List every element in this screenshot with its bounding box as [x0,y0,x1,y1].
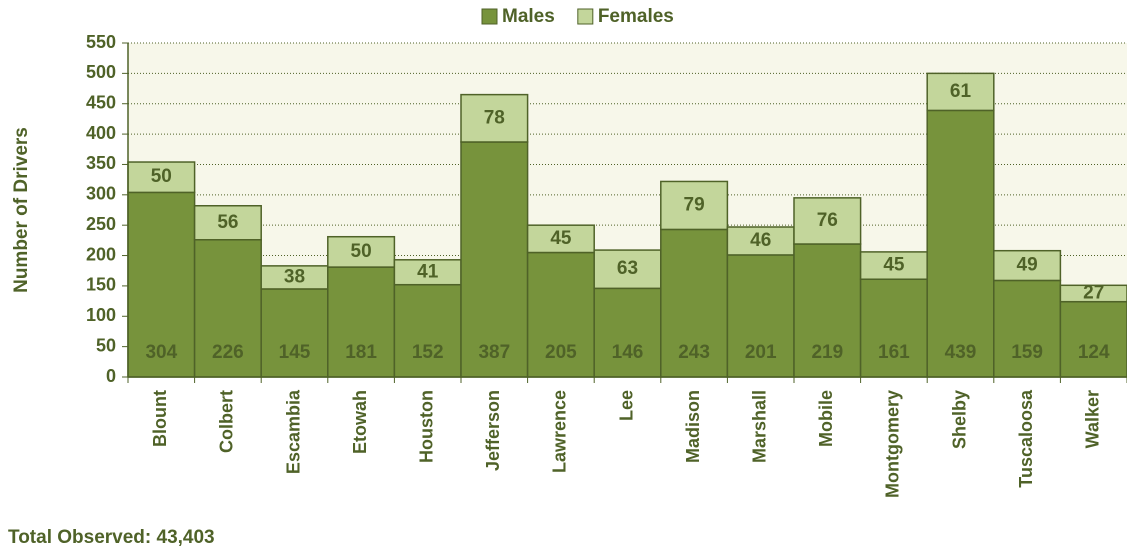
data-label: 38 [284,266,305,287]
x-tick-label: Blount [150,390,170,447]
data-label: 45 [883,255,905,276]
bar-segment [926,109,995,378]
legend-label: Females [598,6,674,27]
data-label: 439 [945,342,977,363]
bar-segment [793,243,862,378]
data-label: 219 [811,342,843,363]
bar-segment [260,288,329,378]
data-label: 45 [550,228,572,249]
data-label: 61 [950,81,972,102]
bar-segment [926,72,995,112]
x-tick-label: Shelby [949,390,969,449]
bar-segment [793,197,862,245]
data-label: 63 [617,258,638,279]
bar-segment [526,224,595,254]
bar-segment [1059,284,1127,303]
bar-segment [526,251,595,378]
legend-swatch [481,8,498,25]
x-tick-label: Mobile [816,390,836,447]
bar-segment [193,239,262,378]
bar-segment [1059,300,1127,378]
data-label: 56 [217,212,238,233]
bar-segment [327,235,396,268]
data-label: 27 [1083,283,1104,304]
x-tick-label: Tuscaloosa [1016,389,1036,488]
y-tick-label: 400 [86,123,116,143]
y-tick-label: 350 [86,153,116,173]
bar-segment [859,251,928,280]
y-tick-label: 250 [86,214,116,234]
footnote: Total Observed: 43,403 [8,527,215,548]
x-tick-label: Colbert [217,390,237,453]
data-label: 226 [212,342,244,363]
data-label: 145 [279,342,311,363]
x-tick-label: Escambia [283,389,303,474]
y-tick-label: 100 [86,305,116,325]
data-label: 50 [351,241,372,262]
y-tick-label: 500 [86,62,116,82]
y-tick-label: 550 [86,32,116,52]
data-label: 181 [345,342,377,363]
data-label: 159 [1011,342,1043,363]
data-label: 161 [878,342,910,363]
data-label: 243 [678,342,710,363]
y-tick-label: 0 [106,366,116,386]
bar-segment [593,287,662,378]
legend-label: Males [502,6,555,27]
x-tick-label: Jefferson [483,390,503,471]
x-tick-label: Lee [616,390,636,421]
data-label: 79 [684,194,705,215]
bar-segment [726,226,795,256]
bar-segment [660,180,729,231]
data-label: 201 [745,342,777,363]
data-label: 387 [478,342,510,363]
bar-segment [726,254,795,378]
bar-segment [993,279,1062,378]
bar-segment [393,283,462,378]
data-label: 46 [750,230,771,251]
bar-segment [993,249,1062,282]
y-tick-label: 300 [86,184,116,204]
data-label: 304 [145,342,177,363]
bar-segment [193,204,262,241]
data-label: 124 [1078,342,1110,363]
data-label: 49 [1017,255,1038,276]
x-tick-label: Montgomery [883,390,903,498]
y-tick-label: 50 [96,335,116,355]
data-label: 78 [484,107,505,128]
x-tick-label: Marshall [749,390,769,463]
x-tick-label: Madison [683,390,703,463]
y-axis-title: Number of Drivers [11,127,32,293]
data-label: 152 [412,342,444,363]
bar-segment [593,249,662,290]
y-tick-label: 150 [86,275,116,295]
data-label: 205 [545,342,577,363]
y-tick-label: 200 [86,244,116,264]
data-label: 50 [151,166,172,187]
bar-segment [460,141,529,378]
data-label: 76 [817,210,838,231]
bar-segment [127,161,196,194]
x-tick-label: Lawrence [550,390,570,473]
x-tick-label: Etowah [350,390,370,454]
data-label: 146 [612,342,644,363]
bar-segment [660,228,729,378]
bar-segment [460,93,529,143]
x-tick-label: Walker [1082,390,1102,448]
legend-swatch [577,8,594,25]
x-tick-label: Houston [416,390,436,463]
data-label: 41 [417,261,439,282]
bar-segment [859,278,928,378]
y-tick-label: 450 [86,92,116,112]
